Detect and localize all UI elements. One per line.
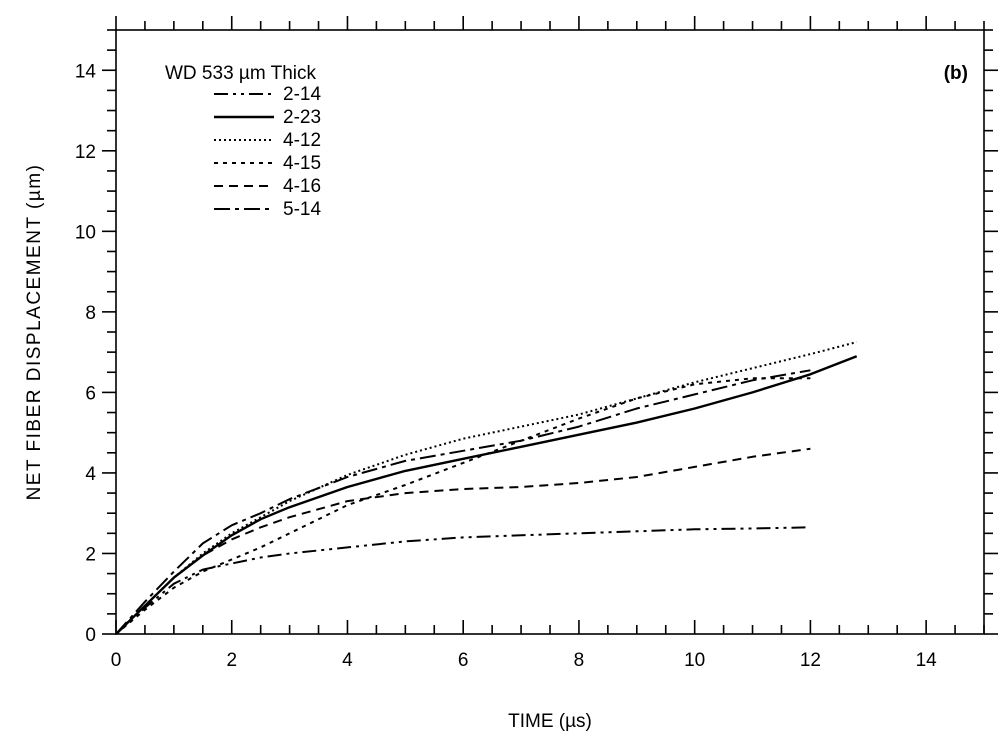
series-line-5-14 bbox=[115, 369, 811, 635]
axis-ticks bbox=[102, 16, 998, 635]
series-line-2-14 bbox=[115, 526, 811, 635]
series-line-4-15 bbox=[115, 377, 811, 635]
x-tick-label: 4 bbox=[342, 650, 353, 671]
x-tick-label: 10 bbox=[684, 650, 705, 671]
legend-label: 4-15 bbox=[283, 153, 321, 174]
y-tick-label: 0 bbox=[85, 625, 96, 646]
legend-label: 4-12 bbox=[283, 130, 321, 151]
y-tick-label: 6 bbox=[85, 383, 96, 404]
y-tick-label: 12 bbox=[75, 142, 96, 163]
series-line-4-12 bbox=[115, 341, 857, 635]
axis-tick-labels: 0 2 4 6 8 10 12 14 0 2 4 6 8 10 12 14 bbox=[75, 61, 937, 671]
series-line-4-16 bbox=[115, 447, 811, 635]
y-tick-label: 4 bbox=[85, 464, 96, 485]
legend-label: 2-23 bbox=[283, 107, 321, 128]
x-axis-label: TIME (µs) bbox=[508, 711, 592, 732]
legend-label: 4-16 bbox=[283, 176, 321, 197]
y-tick-label: 10 bbox=[75, 222, 96, 243]
y-tick-label: 8 bbox=[85, 303, 96, 324]
legend-label: 2-14 bbox=[283, 84, 321, 105]
legend-title: WD 533 µm Thick bbox=[165, 63, 317, 84]
plot-frame bbox=[115, 29, 985, 635]
panel-label: (b) bbox=[944, 63, 968, 84]
series-line-2-23 bbox=[115, 355, 858, 635]
y-tick-label: 2 bbox=[85, 544, 96, 565]
legend-entries: 2-142-234-124-154-165-14 bbox=[214, 84, 321, 220]
legend-label: 5-14 bbox=[283, 199, 321, 220]
x-tick-label: 2 bbox=[226, 650, 237, 671]
y-tick-label: 14 bbox=[75, 61, 97, 82]
y-axis-label: NET FIBER DISPLACEMENT (µm) bbox=[24, 164, 45, 501]
series-lines bbox=[115, 341, 858, 635]
x-tick-label: 6 bbox=[458, 650, 469, 671]
x-tick-label: 8 bbox=[574, 650, 585, 671]
x-tick-label: 12 bbox=[800, 650, 821, 671]
x-tick-label: 0 bbox=[111, 650, 122, 671]
legend: WD 533 µm Thick 2-142-234-124-154-165-14 bbox=[165, 63, 321, 220]
x-tick-label: 14 bbox=[916, 650, 938, 671]
